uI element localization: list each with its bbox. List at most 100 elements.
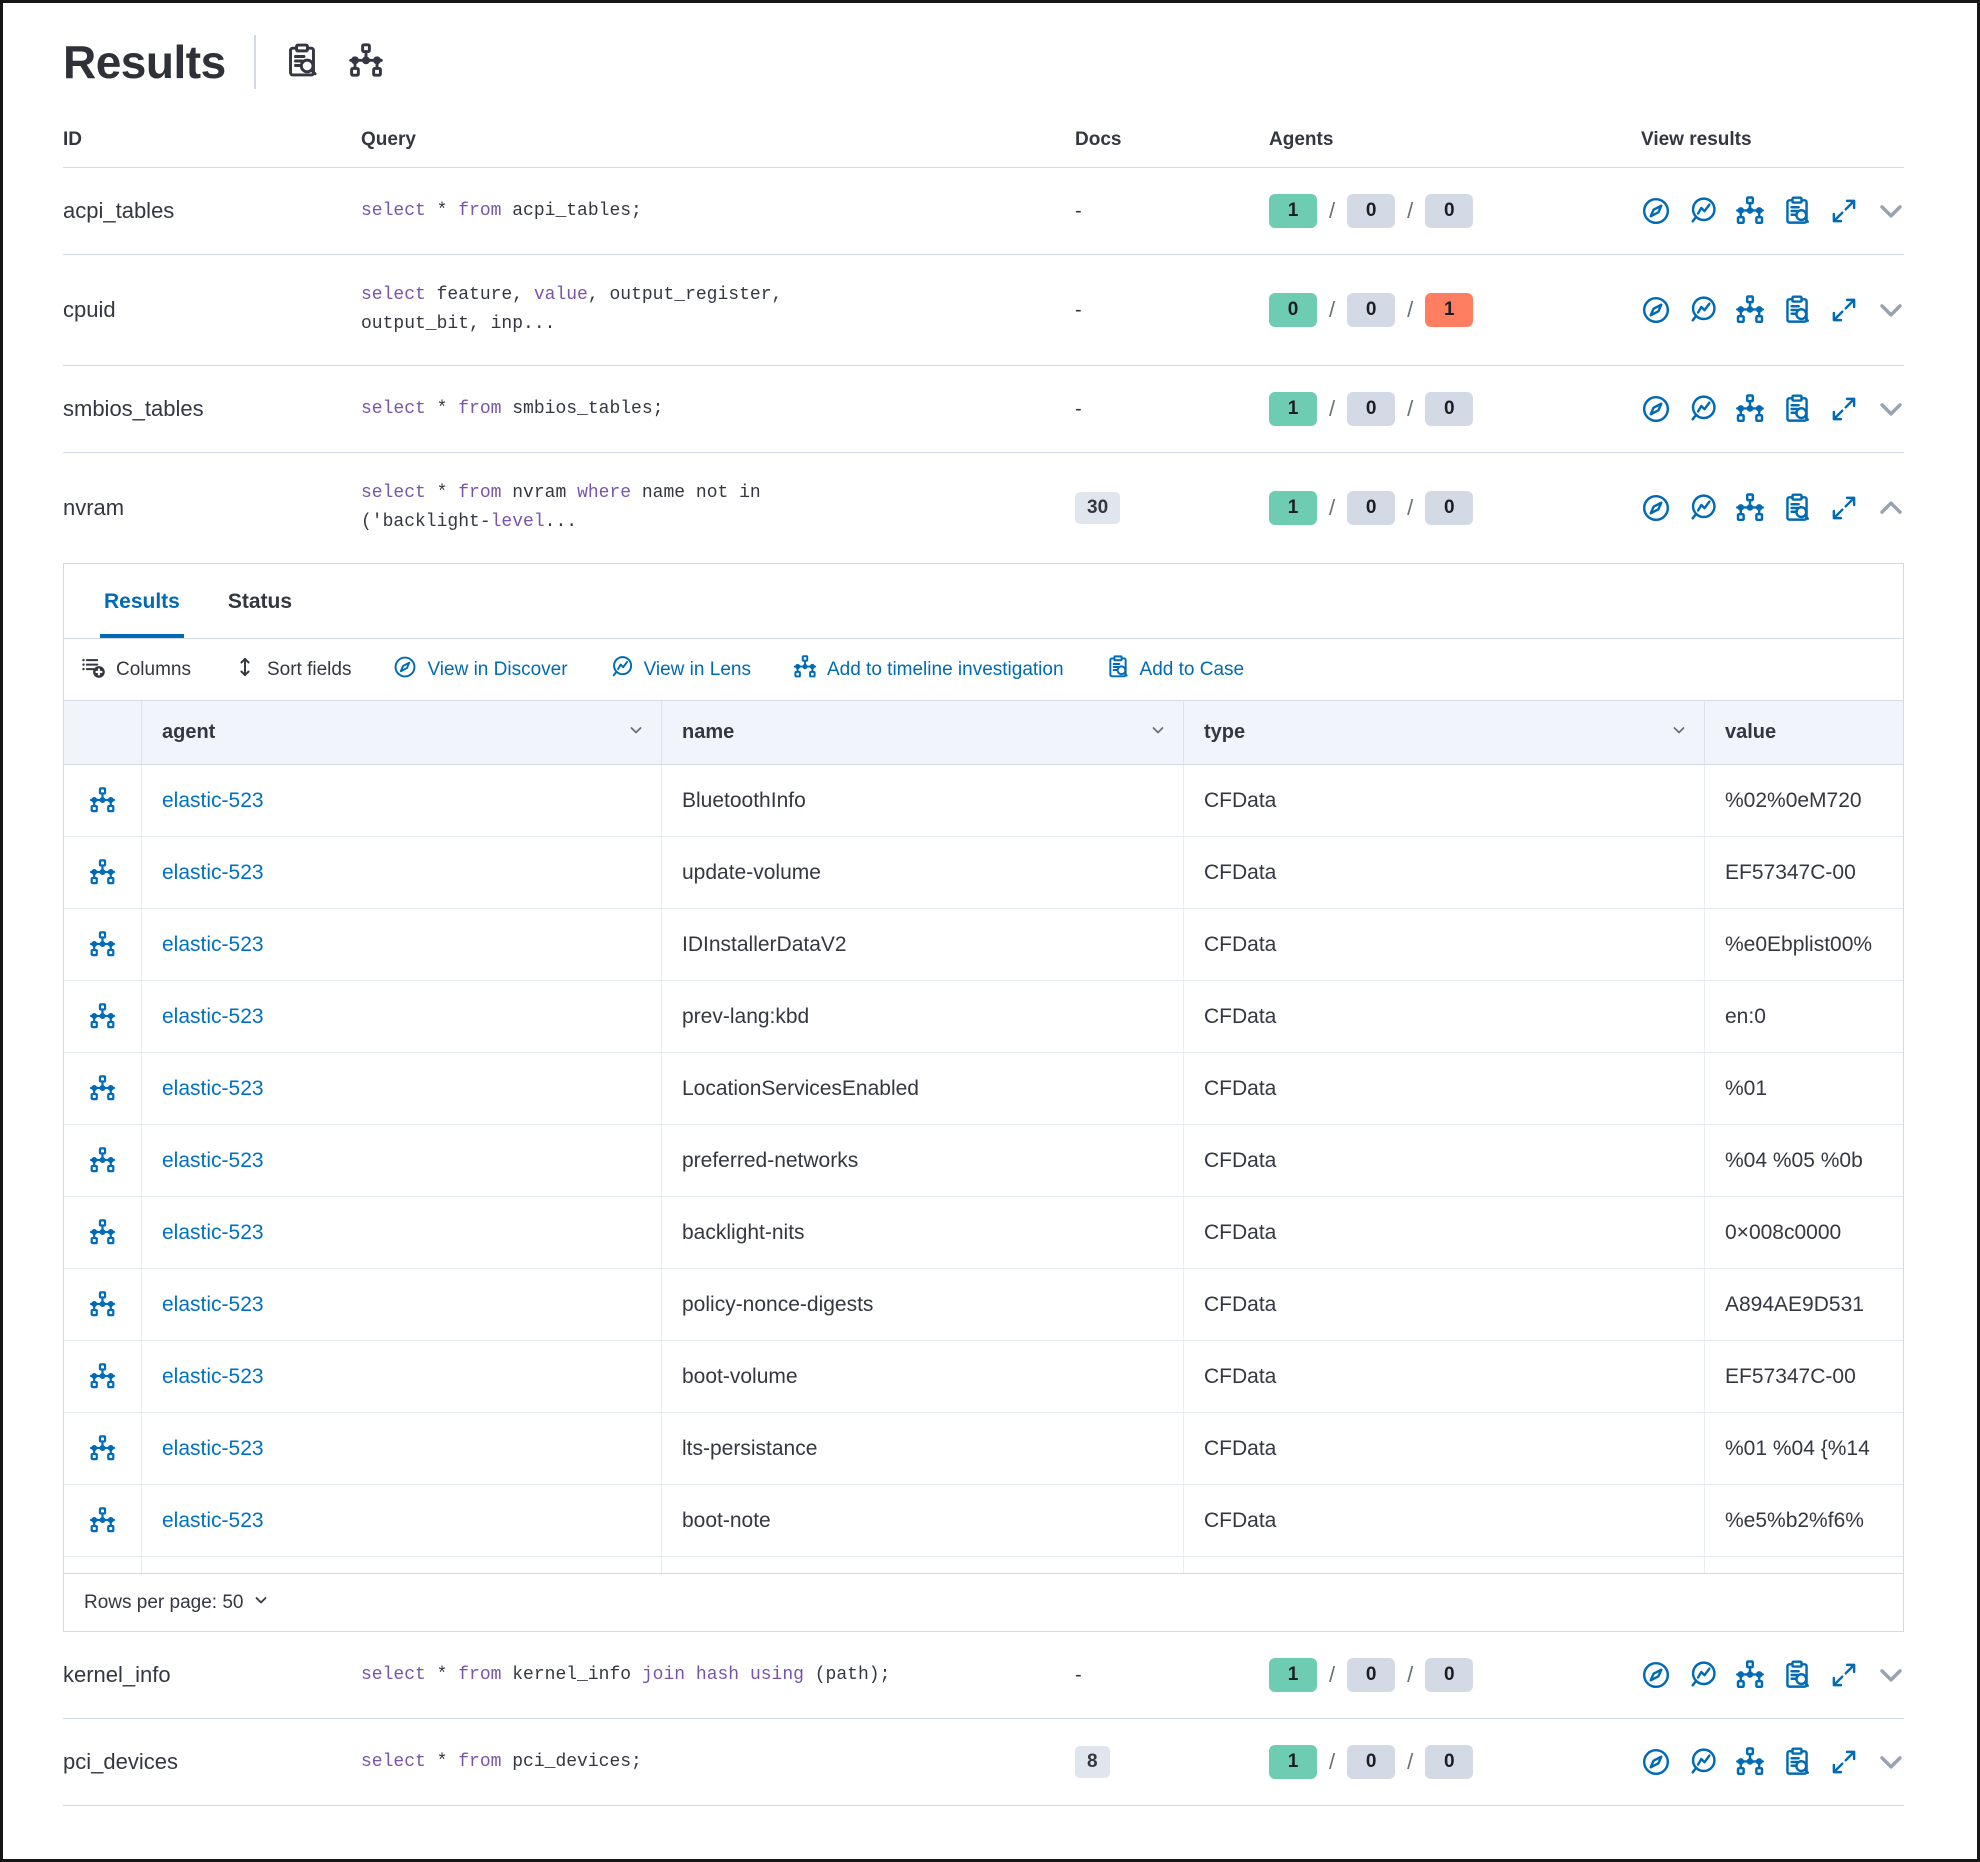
view-in-lens-icon[interactable] xyxy=(1688,493,1718,523)
add-to-timeline-icon[interactable] xyxy=(89,859,116,886)
add-to-timeline-icon[interactable] xyxy=(1735,1660,1765,1690)
add-to-timeline-icon[interactable] xyxy=(89,787,116,814)
agent-link[interactable]: elastic-523 xyxy=(162,1148,264,1172)
agent-link[interactable]: elastic-523 xyxy=(162,788,264,812)
agent-link[interactable]: elastic-523 xyxy=(162,932,264,956)
column-header-query: Query xyxy=(361,129,416,150)
tab-status[interactable]: Status xyxy=(224,564,296,638)
expand-icon[interactable] xyxy=(1829,1660,1859,1690)
grid-footer: Rows per page: 50 xyxy=(64,1573,1903,1631)
view-in-discover-icon[interactable] xyxy=(1641,295,1671,325)
grid-cell-type: CFData xyxy=(1184,837,1705,908)
add-to-timeline-icon[interactable] xyxy=(1735,493,1765,523)
expand-icon[interactable] xyxy=(1829,196,1859,226)
view-results-actions xyxy=(1625,493,1906,523)
grid-cell-agent: elastic-523 xyxy=(142,1053,662,1124)
expand-chevron-down-icon[interactable] xyxy=(1876,1660,1906,1690)
add-to-timeline-icon[interactable] xyxy=(89,1075,116,1102)
add-to-timeline-icon[interactable] xyxy=(89,931,116,958)
agent-link[interactable]: elastic-523 xyxy=(162,860,264,884)
grid-header-type[interactable]: type xyxy=(1184,701,1705,764)
add-to-case-icon[interactable] xyxy=(1782,1747,1812,1777)
expand-icon[interactable] xyxy=(1829,394,1859,424)
view-in-lens-icon[interactable] xyxy=(1688,394,1718,424)
timeline-icon[interactable] xyxy=(348,42,384,82)
grid-header-agent[interactable]: agent xyxy=(142,701,662,764)
agents-separator: / xyxy=(1329,1662,1336,1687)
add-to-timeline-icon[interactable] xyxy=(1735,1747,1765,1777)
grid-cell-value: A894AE9D531 xyxy=(1725,1292,1864,1316)
agent-link[interactable]: elastic-523 xyxy=(162,1292,264,1316)
grid-cell-agent: elastic-523 xyxy=(142,837,662,908)
collapse-chevron-up-icon[interactable] xyxy=(1876,493,1906,523)
add-to-timeline-icon[interactable] xyxy=(89,1435,116,1462)
grid-header-name[interactable]: name xyxy=(662,701,1184,764)
inspect-saved-query-icon[interactable] xyxy=(284,43,320,82)
expand-chevron-down-icon[interactable] xyxy=(1876,295,1906,325)
grid-cell-agent: elastic-523 xyxy=(142,1269,662,1340)
agents-status: 0 / 0 / 1 xyxy=(1269,293,1625,327)
view-in-discover-icon[interactable] xyxy=(1641,493,1671,523)
add-to-timeline-icon[interactable] xyxy=(89,1147,116,1174)
add-to-case-icon[interactable] xyxy=(1782,394,1812,424)
add-to-case-icon[interactable] xyxy=(1782,196,1812,226)
agent-count-badge-default: 0 xyxy=(1347,1658,1396,1692)
agents-status: 1 / 0 / 0 xyxy=(1269,1745,1625,1779)
expand-icon[interactable] xyxy=(1829,1747,1859,1777)
view-in-discover-icon[interactable] xyxy=(1641,1747,1671,1777)
add-to-timeline-icon[interactable] xyxy=(1735,295,1765,325)
add-to-case-icon[interactable] xyxy=(1782,493,1812,523)
agent-link[interactable]: elastic-523 xyxy=(162,1508,264,1532)
grid-cell-type: CFData xyxy=(1184,1341,1705,1412)
expand-chevron-down-icon[interactable] xyxy=(1876,394,1906,424)
grid-cell-agent: elastic-523 xyxy=(142,981,662,1052)
add-to-timeline-icon[interactable] xyxy=(89,1363,116,1390)
tab-results[interactable]: Results xyxy=(100,564,184,638)
query-row-acpi_tables: acpi_tables select * from acpi_tables; - 1 /… xyxy=(63,168,1904,255)
add-to-timeline-icon[interactable] xyxy=(89,1291,116,1318)
view-in-lens-icon[interactable] xyxy=(1688,295,1718,325)
view-in-discover-icon[interactable] xyxy=(1641,1660,1671,1690)
view-in-lens-icon[interactable] xyxy=(1688,1747,1718,1777)
add-to-timeline-icon[interactable] xyxy=(89,1219,116,1246)
agent-link[interactable]: elastic-523 xyxy=(162,1004,264,1028)
add-to-timeline-icon[interactable] xyxy=(89,1003,116,1030)
view-in-discover-button[interactable]: View in Discover xyxy=(393,655,568,685)
columns-button[interactable]: Columns xyxy=(82,655,191,685)
grid-row: elastic-523 policy-nonce-digests CFData A89… xyxy=(64,1269,1903,1341)
agent-link[interactable]: elastic-523 xyxy=(162,1436,264,1460)
agent-link[interactable]: elastic-523 xyxy=(162,1076,264,1100)
sort-fields-button[interactable]: Sort fields xyxy=(233,655,351,685)
view-in-discover-icon[interactable] xyxy=(1641,394,1671,424)
view-in-lens-button[interactable]: View in Lens xyxy=(610,655,751,685)
page-header: Results xyxy=(63,3,1904,119)
agent-link[interactable]: elastic-523 xyxy=(162,1220,264,1244)
add-to-timeline-icon[interactable] xyxy=(89,1507,116,1534)
grid-cell-agent: elastic-523 xyxy=(142,1341,662,1412)
query-line: select * from kernel_info join hash usin… xyxy=(361,1664,891,1685)
grid-header-value[interactable]: value xyxy=(1705,701,1903,764)
view-in-lens-icon[interactable] xyxy=(1688,196,1718,226)
expand-chevron-down-icon[interactable] xyxy=(1876,196,1906,226)
agent-count-badge-success: 0 xyxy=(1269,293,1317,327)
add-to-timeline-icon[interactable] xyxy=(1735,196,1765,226)
expand-chevron-down-icon[interactable] xyxy=(1876,1747,1906,1777)
grid-row: elastic-523 BluetoothInfo CFData %02%0eM720 xyxy=(64,765,1903,837)
grid-row: elastic-523 preferred-networks CFData %04 %… xyxy=(64,1125,1903,1197)
add-to-case-button[interactable]: Add to Case xyxy=(1106,654,1244,685)
grid-cell-value: %04 %05 %0b xyxy=(1725,1148,1863,1172)
expand-icon[interactable] xyxy=(1829,493,1859,523)
chevron-down-icon xyxy=(627,721,645,745)
query-id: cpuid xyxy=(63,297,116,322)
add-to-case-icon[interactable] xyxy=(1782,1660,1812,1690)
grid-header-row: agent name type value xyxy=(64,701,1903,765)
view-in-discover-icon[interactable] xyxy=(1641,196,1671,226)
view-in-lens-icon[interactable] xyxy=(1688,1660,1718,1690)
agent-link[interactable]: elastic-523 xyxy=(162,1364,264,1388)
agents-separator: / xyxy=(1329,1749,1336,1774)
add-to-case-icon[interactable] xyxy=(1782,295,1812,325)
add-to-timeline-button[interactable]: Add to timeline investigation xyxy=(793,654,1064,685)
expand-icon[interactable] xyxy=(1829,295,1859,325)
add-to-timeline-icon[interactable] xyxy=(1735,394,1765,424)
rows-per-page-button[interactable]: Rows per page: 50 xyxy=(84,1591,270,1615)
